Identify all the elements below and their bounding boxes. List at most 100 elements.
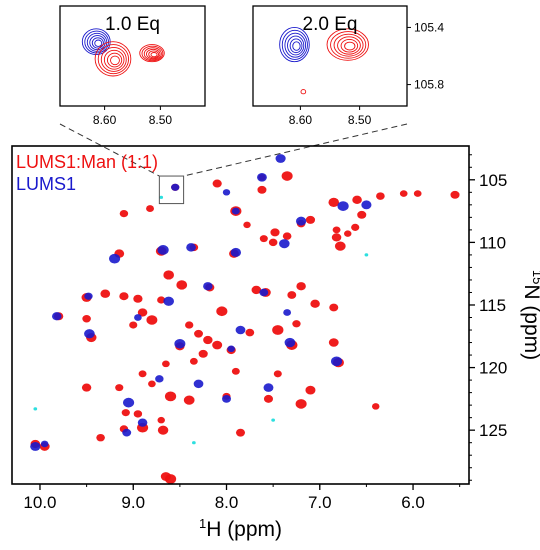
- complex-peak: [282, 232, 292, 240]
- x-tick-label: 10.0: [23, 493, 56, 512]
- complex-peak: [328, 338, 339, 347]
- lums1-peak: [123, 397, 135, 408]
- lums1-peak: [231, 207, 240, 215]
- lums1-peak: [157, 245, 169, 255]
- complex-peak: [305, 215, 316, 224]
- complex-peak: [305, 385, 316, 395]
- inset-contour: [279, 26, 310, 63]
- y-axis-label-main: N (ppm): [520, 284, 540, 360]
- lums1-peak: [193, 379, 204, 389]
- complex-peak: [146, 315, 158, 325]
- lums1-peak: [337, 201, 349, 211]
- complex-peak: [334, 241, 346, 251]
- inset-contour: [139, 44, 165, 63]
- x-tick-label: 6.0: [401, 493, 425, 512]
- complex-peak: [273, 370, 282, 378]
- y-tick-label: 110: [479, 233, 506, 252]
- complex-peak: [243, 221, 251, 229]
- complex-peak: [81, 383, 92, 392]
- y-tick-label: 105: [479, 171, 507, 190]
- complex-peak: [157, 296, 166, 304]
- complex-peak: [194, 329, 203, 338]
- lums1-peak: [259, 288, 269, 297]
- inset-1eq: 1.0 Eq 8.60 8.50: [59, 5, 206, 127]
- complex-peak: [235, 428, 246, 437]
- inset-contour: [330, 31, 367, 59]
- complex-peak: [351, 223, 360, 231]
- complex-peak: [129, 321, 138, 329]
- minor-peak: [271, 418, 275, 422]
- lums1-peak: [230, 247, 242, 257]
- complex-peak: [164, 391, 177, 402]
- lums1-peak: [222, 189, 231, 196]
- x-tick-label: 7.0: [308, 493, 332, 512]
- inset-contour: [146, 48, 161, 60]
- complex-peak: [148, 380, 156, 388]
- complex-peak: [212, 340, 223, 350]
- inset-x-tick-label: 8.50: [149, 113, 173, 127]
- inset-contour: [284, 32, 307, 58]
- peak-layer: [30, 154, 460, 484]
- complex-peak: [270, 228, 280, 237]
- inset-title: 2.0 Eq: [303, 14, 358, 35]
- complex-peak: [157, 416, 165, 424]
- complex-peak: [185, 321, 194, 329]
- lums1-peak: [257, 173, 267, 182]
- x-tick-label: 9.0: [121, 493, 145, 512]
- complex-peak: [259, 235, 268, 243]
- minor-peak: [364, 253, 369, 257]
- complex-peak: [133, 294, 143, 303]
- complex-peak: [96, 433, 105, 442]
- complex-peak: [357, 210, 367, 219]
- complex-peak: [281, 171, 293, 181]
- inset-contour: [300, 89, 307, 95]
- lums1-peak: [137, 418, 148, 427]
- complex-peak: [163, 270, 174, 280]
- complex-peak: [189, 357, 198, 365]
- complex-peak: [371, 403, 380, 410]
- lums1-peak: [222, 394, 231, 403]
- legend-entry: LUMS1: [16, 174, 76, 194]
- complex-peak: [121, 409, 130, 417]
- complex-peak: [137, 308, 148, 317]
- complex-peak: [310, 299, 320, 308]
- y-tick-label: 115: [479, 296, 506, 315]
- complex-peak: [328, 197, 340, 207]
- complex-peak: [162, 360, 170, 368]
- complex-peak: [329, 303, 339, 312]
- lums1-peak: [361, 200, 372, 210]
- complex-peak: [82, 315, 91, 323]
- lums1-peak: [134, 314, 142, 321]
- inset-contour: [94, 39, 103, 47]
- inset-y-tick-label: 105.4: [414, 20, 444, 34]
- inset-contour: [340, 39, 359, 53]
- lums1-peak: [283, 309, 292, 316]
- inset-contour: [287, 35, 305, 56]
- complex-peak: [292, 320, 301, 328]
- lums1-peak: [227, 345, 235, 353]
- lums1-peak: [174, 339, 186, 349]
- complex-peak: [164, 474, 177, 484]
- complex-peak: [183, 395, 195, 405]
- inset-contour: [103, 49, 125, 70]
- inset-contour: [289, 38, 303, 54]
- complex-peak: [138, 370, 147, 378]
- zoom-connector: [59, 123, 160, 177]
- complex-peak: [251, 285, 262, 295]
- complex-peak: [212, 179, 222, 188]
- lums1-peak: [163, 296, 174, 306]
- lums1-peak: [155, 375, 164, 383]
- zoom-connector: [183, 123, 408, 177]
- inset-contour: [150, 52, 158, 58]
- inset-frame: [59, 5, 206, 107]
- complex-peak: [203, 335, 213, 345]
- minor-peak: [33, 407, 38, 411]
- complex-peak: [450, 190, 460, 199]
- complex-peak: [146, 205, 154, 213]
- inset-contour: [141, 45, 164, 62]
- complex-peak: [344, 230, 352, 237]
- inset-x-tick-label: 8.50: [348, 113, 372, 127]
- inset-contour: [281, 29, 308, 60]
- lums1-peak: [109, 253, 121, 264]
- legend: LUMS1:Man (1:1)LUMS1: [16, 152, 158, 194]
